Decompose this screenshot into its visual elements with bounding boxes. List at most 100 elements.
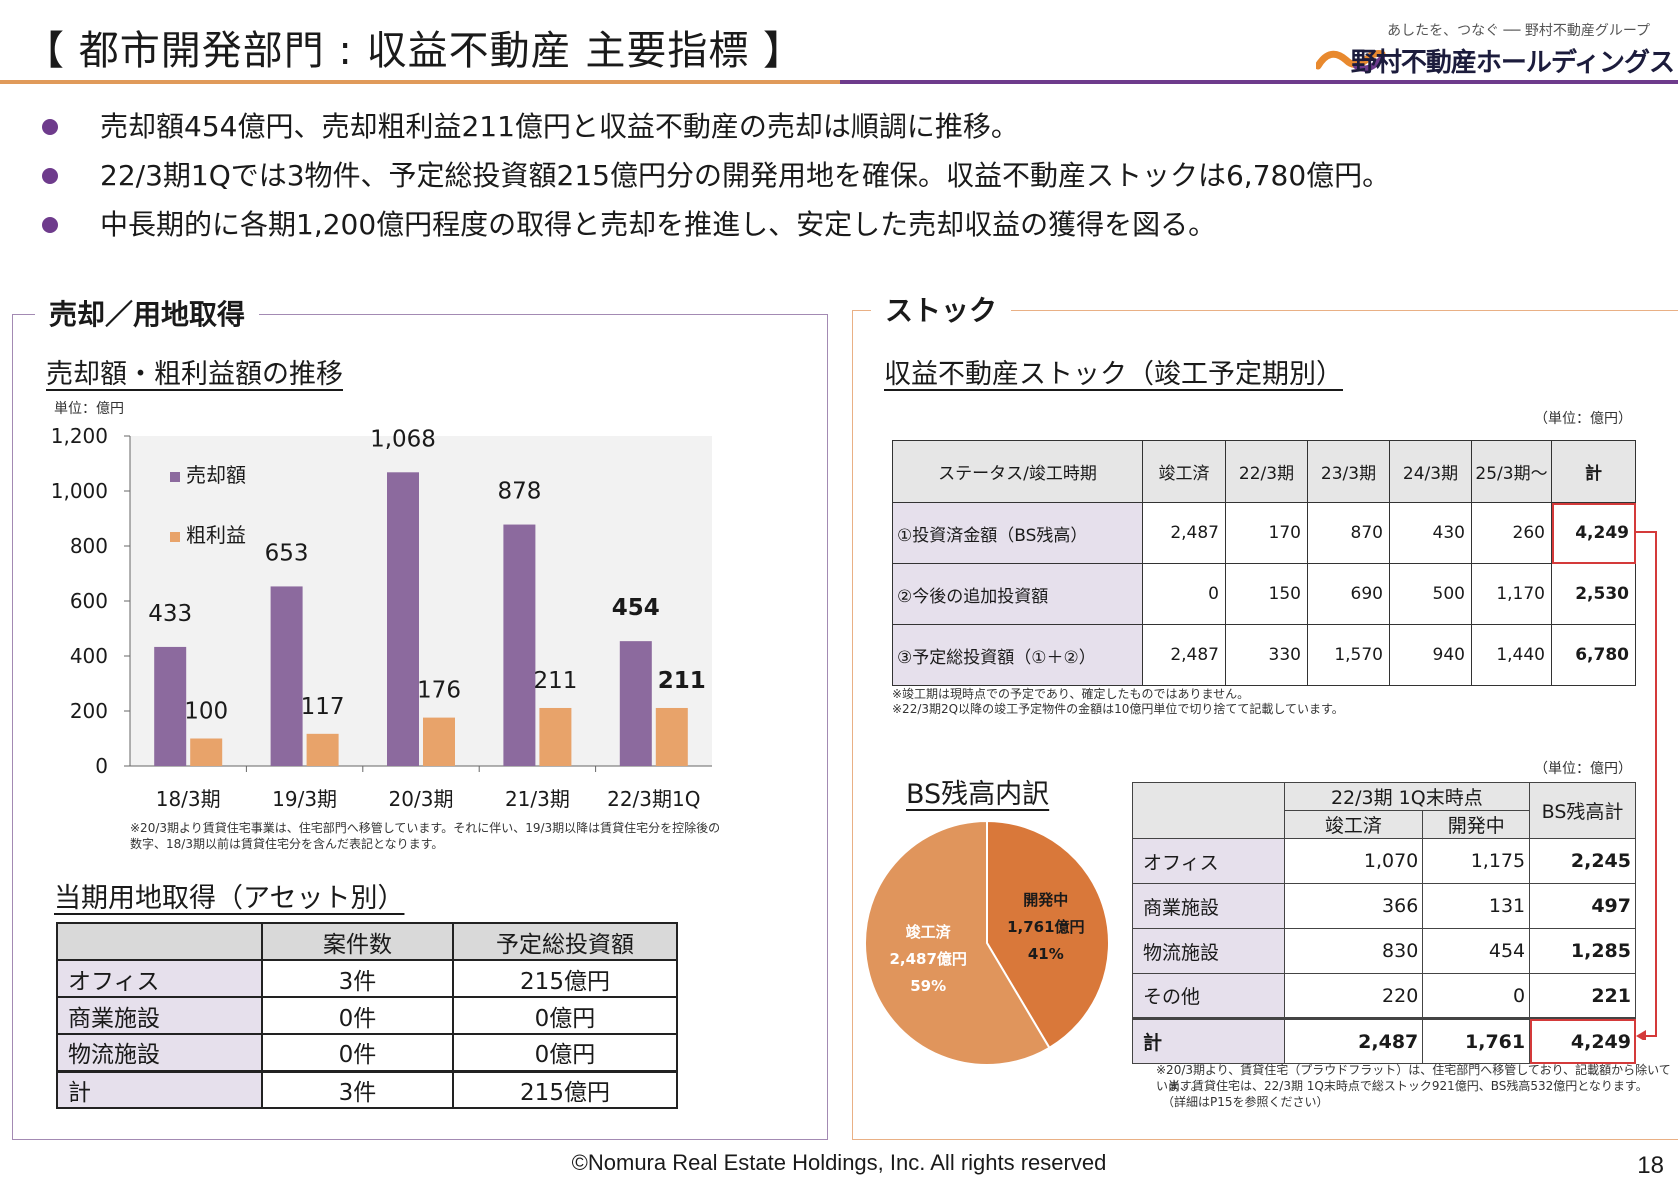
- y-tick-label: 800: [70, 534, 108, 558]
- cell-value: 1,070: [1283, 838, 1424, 884]
- page-number: 18: [1637, 1152, 1664, 1179]
- bar-profit: [539, 707, 572, 766]
- cell-value: 131: [1422, 883, 1531, 929]
- chart-unit: 単位：億円: [54, 401, 124, 417]
- table-header-row: 竣工済 開発中: [1133, 810, 1636, 839]
- bs-note: 尚、賃貸住宅は、22/3期 1Q末時点で総ストック921億円、BS残高532億円…: [1168, 1079, 1648, 1093]
- table-row: 物流施設 0件 0億円: [56, 1033, 678, 1072]
- cell-value: 2,487: [1142, 624, 1226, 686]
- cell-total: 2,530: [1551, 563, 1636, 625]
- pie-label: 1,761億円: [1007, 918, 1084, 936]
- pie-label: 竣工済: [906, 923, 952, 941]
- logo-name: 野村不動産ホールディングス: [1350, 48, 1675, 78]
- cell-value: 2,487: [1142, 502, 1226, 564]
- cell-value: 150: [1225, 563, 1308, 625]
- cell-count: 0件: [261, 1033, 454, 1072]
- stock-title: 収益不動産ストック（竣工予定期別）: [884, 359, 1343, 390]
- table-group-header: 22/3期 1Q末時点: [1283, 782, 1531, 811]
- y-tick-label: 600: [70, 589, 108, 613]
- logo-mark-icon: [1316, 50, 1386, 72]
- copyright: ©Nomura Real Estate Holdings, Inc. All r…: [571, 1150, 1107, 1175]
- data-label: 211: [658, 668, 706, 694]
- chart-title: 売却額・粗利益額の推移: [46, 359, 343, 390]
- sales-profit-bar-chart: 0 200 400 600 800 1,000 1,200 18/3期 433 100 19/3期 6…: [51, 424, 712, 811]
- x-tick-label: 19/3期: [272, 787, 337, 811]
- table-row: ②今後の追加投資額 0 150 690 500 1,170 2,530: [892, 563, 1636, 625]
- cell-value: 0: [1422, 973, 1531, 1019]
- bs-note: （詳細はP15を参照ください）: [1162, 1095, 1329, 1109]
- table-row: ①投資済金額（BS残高） 2,487 170 870 430 260 4,249: [892, 502, 1636, 564]
- pie-slice: [986, 819, 1110, 1050]
- table-header-cell: 開発中: [1422, 810, 1531, 839]
- cell-investment: 0億円: [452, 1033, 678, 1072]
- table-header-row: 22/3期 1Q末時点 BS残高計: [1132, 782, 1636, 839]
- cell-investment: 215億円: [452, 959, 678, 998]
- table-header-cell: 24/3期: [1389, 440, 1472, 503]
- cell-value: 1,175: [1422, 838, 1531, 884]
- data-label: 878: [497, 479, 541, 505]
- data-label: 454: [612, 595, 660, 621]
- table-total-row: 計 2,487 1,761 4,249: [1132, 1017, 1636, 1064]
- bar-profit: [655, 707, 688, 766]
- table-header-cell: 案件数: [261, 922, 454, 961]
- y-tick-label: 1,000: [51, 479, 108, 503]
- cell-value: 330: [1225, 624, 1308, 686]
- bs-breakdown-title: BS残高内訳: [906, 779, 1050, 810]
- bar-sales: [270, 586, 303, 766]
- header-rule-orange: [0, 80, 840, 84]
- cell-value: 260: [1471, 502, 1552, 564]
- cell-count: 0件: [261, 996, 454, 1035]
- row-label: オフィス: [56, 959, 263, 998]
- legend-label: 売却額: [186, 463, 246, 487]
- pie-label: 59%: [910, 977, 946, 995]
- cell-value: 366: [1283, 883, 1424, 929]
- bar-profit: [190, 738, 223, 766]
- cell-total: 6,780: [1551, 624, 1636, 686]
- cell-value: 1,440: [1471, 624, 1552, 686]
- panel-heading: 売却／用地取得: [35, 293, 260, 333]
- cell-value: 690: [1307, 563, 1390, 625]
- header-rule-purple: [840, 80, 1678, 84]
- table-row: ③予定総投資額（①＋②） 2,487 330 1,570 940 1,440 6…: [892, 624, 1636, 686]
- cell-total: 1,285: [1529, 928, 1636, 974]
- logo-tagline: あしたを、つなぐ ── 野村不動産グループ: [1387, 23, 1650, 39]
- data-label: 117: [301, 694, 345, 720]
- x-tick-label: 21/3期: [505, 787, 570, 811]
- row-label: ①投資済金額（BS残高）: [892, 502, 1143, 564]
- table-header-cell: BS残高計: [1529, 782, 1636, 839]
- table-row: オフィス 3件 215億円: [56, 959, 678, 998]
- table-header-row: ステータス/竣工時期 竣工済 22/3期 23/3期 24/3期 25/3期～ …: [892, 440, 1636, 503]
- row-label: 物流施設: [1132, 928, 1285, 974]
- bar-sales: [387, 472, 419, 766]
- company-logo: あしたを、つなぐ ── 野村不動産グループ 野村不動産ホールディングス: [1308, 20, 1678, 78]
- bullet-text: 22/3期1Qでは3物件、予定総投資額215億円分の開発用地を確保。収益不動産ス…: [100, 159, 1391, 192]
- cell-count: 3件: [261, 1070, 454, 1109]
- cell-value: 1,570: [1307, 624, 1390, 686]
- table-header-row: 案件数 予定総投資額: [56, 922, 678, 961]
- table-header-cell: 23/3期: [1307, 440, 1390, 503]
- stock-note: ※22/3期2Q以降の竣工予定物件の金額は10億円単位で切り捨てて記載しています…: [892, 702, 1344, 716]
- cell-value: 1,170: [1471, 563, 1552, 625]
- stock-table: ステータス/竣工時期 竣工済 22/3期 23/3期 24/3期 25/3期～ …: [892, 440, 1636, 686]
- cell-investment: 0億円: [452, 996, 678, 1035]
- bar-sales: [503, 524, 536, 766]
- cell-total: 2,245: [1529, 838, 1636, 884]
- row-label: ②今後の追加投資額: [892, 563, 1143, 625]
- table-row: 商業施設 0件 0億円: [56, 996, 678, 1035]
- data-label: 211: [533, 668, 577, 694]
- stock-unit: （単位：億円）: [1534, 411, 1632, 427]
- bar-profit: [306, 733, 339, 766]
- table-header-cell: 予定総投資額: [452, 922, 678, 961]
- cell-total-highlighted: 4,249: [1529, 1017, 1636, 1064]
- bullet-text: 売却額454億円、売却粗利益211億円と収益不動産の売却は順調に推移。: [100, 110, 1019, 143]
- row-label: 商業施設: [1132, 883, 1285, 929]
- acquisition-title: 当期用地取得（アセット別）: [54, 883, 405, 914]
- table-header-cell: 計: [1551, 440, 1636, 503]
- bullet-text: 中長期的に各期1,200億円程度の取得と売却を推進し、安定した売却収益の獲得を図…: [100, 208, 1217, 241]
- row-label: 計: [1132, 1017, 1285, 1064]
- bs-unit: （単位：億円）: [1534, 761, 1632, 777]
- y-tick-label: 400: [70, 644, 108, 668]
- panel-heading: ストック: [871, 289, 1012, 329]
- cell-total: 221: [1529, 973, 1636, 1019]
- summary-bullets: 売却額454億円、売却粗利益211億円と収益不動産の売却は順調に推移。 22/3…: [38, 102, 1390, 249]
